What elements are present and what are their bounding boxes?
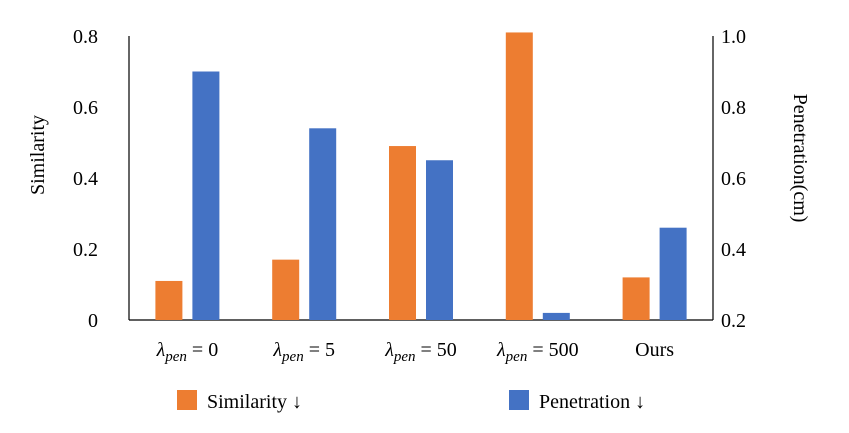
left-tick-label: 0.4 xyxy=(73,168,98,190)
penetration-bar xyxy=(192,71,220,320)
x-axis-ticks: λpen = 0 λpen = 5 λpen = 50 λpen = 500 Ours xyxy=(156,339,675,365)
left-axis-title: Similarity xyxy=(27,115,49,195)
similarity-bar xyxy=(155,280,183,320)
plot-frame xyxy=(128,36,714,321)
penetration-bar xyxy=(659,227,687,320)
left-tick-label: 0 xyxy=(88,310,98,332)
x-tick-label: Ours xyxy=(635,339,674,361)
left-tick-label: 0.6 xyxy=(73,97,98,119)
x-tick-label: λpen = 500 xyxy=(496,339,579,365)
left-tick-label: 0.8 xyxy=(73,26,98,48)
x-tick-label: λpen = 0 xyxy=(156,339,219,365)
bars xyxy=(155,32,687,320)
penetration-bar xyxy=(426,160,453,320)
similarity-bar xyxy=(272,259,300,320)
right-tick-label: 0.2 xyxy=(721,310,746,332)
right-tick-label: 1.0 xyxy=(721,26,746,48)
x-tick-label: λpen = 5 xyxy=(272,339,335,365)
legend-label-similarity: Similarity ↓ xyxy=(207,391,302,413)
similarity-bar xyxy=(622,277,650,320)
right-axis-title: Penetration(cm) xyxy=(789,94,811,223)
x-tick-label: λpen = 50 xyxy=(384,339,457,365)
penetration-bar xyxy=(309,128,337,320)
legend-label-penetration: Penetration ↓ xyxy=(539,391,645,413)
left-tick-label: 0.2 xyxy=(73,239,98,261)
left-axis-ticks: 0 0.2 0.4 0.6 0.8 xyxy=(73,26,98,332)
right-tick-label: 0.8 xyxy=(721,97,746,119)
similarity-bar xyxy=(505,32,533,320)
right-tick-label: 0.4 xyxy=(721,239,746,261)
right-tick-label: 0.6 xyxy=(721,168,746,190)
similarity-bar xyxy=(389,146,416,320)
penetration-bar xyxy=(542,312,570,320)
legend-swatch-penetration xyxy=(509,390,529,410)
legend: Similarity ↓ Penetration ↓ xyxy=(177,390,645,413)
legend-swatch-similarity xyxy=(177,390,197,410)
right-axis-ticks: 0.2 0.4 0.6 0.8 1.0 xyxy=(721,26,746,332)
